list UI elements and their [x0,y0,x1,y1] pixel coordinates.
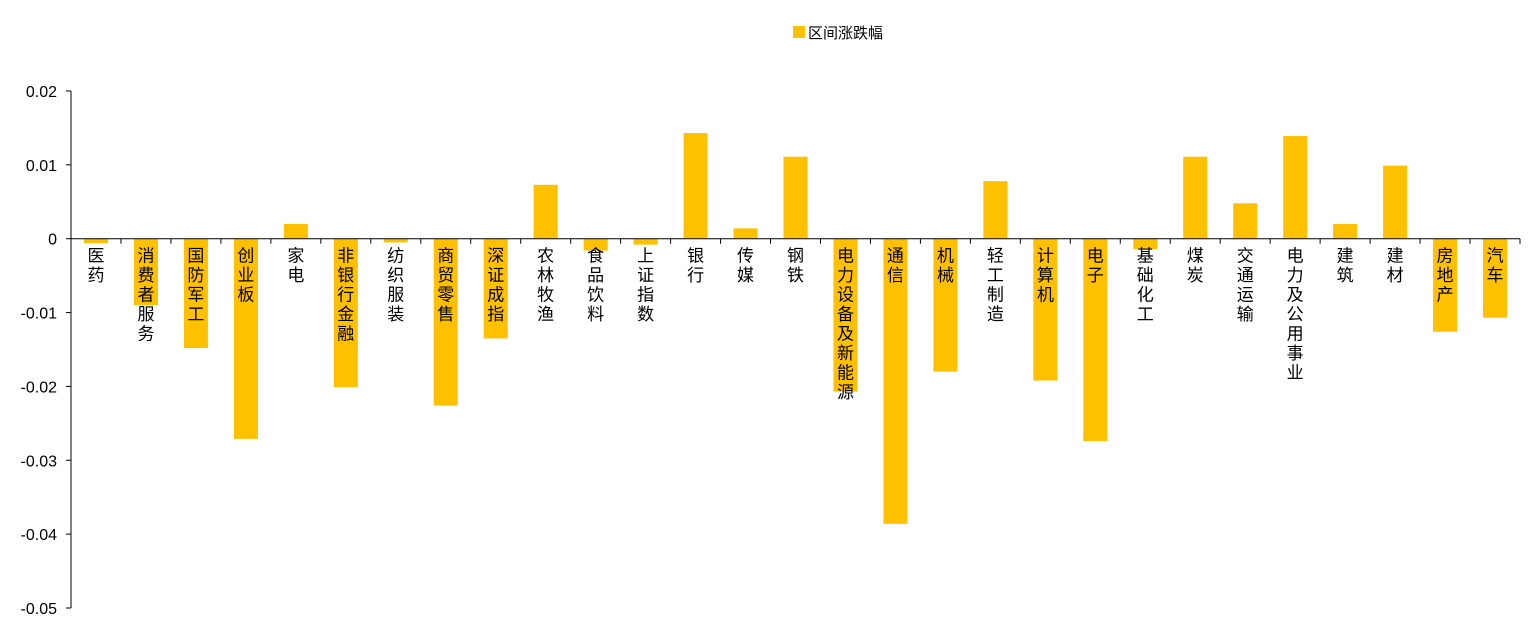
category-label: 家电 [287,247,304,287]
bar [333,238,358,388]
category-label: 医药 [87,247,104,287]
category-label: 汽车 [1487,247,1504,287]
y-tick-label: -0.01 [21,306,58,323]
category-label: 钢铁 [787,247,804,287]
category-label: 消费者服务 [137,247,154,345]
bar [1383,165,1408,239]
bar [533,184,558,239]
bar [1183,156,1208,239]
bar [83,238,108,244]
chart-legend: 区间涨跌幅 [793,22,883,42]
bar [1483,238,1508,318]
y-tick-label: -0.03 [21,453,58,470]
bar [1233,203,1258,239]
bar [833,238,858,392]
bar [233,238,258,439]
category-label: 深证成指 [487,247,504,326]
category-label: 交通运输 [1237,247,1254,326]
bar [583,238,608,251]
category-label: 农林牧渔 [537,247,554,326]
bar [1433,238,1458,332]
legend-label: 区间涨跌幅 [808,23,884,42]
bar [933,238,958,372]
category-label: 机械 [937,247,954,287]
y-tick-label: -0.04 [21,527,58,544]
bar [883,238,908,524]
category-label: 上证指数 [637,247,654,326]
category-label: 食品饮料 [587,247,604,326]
y-tick-label: -0.02 [21,379,58,396]
category-label: 计算机 [1037,247,1054,306]
category-label: 基础化工 [1137,247,1154,326]
category-label: 轻工制造 [987,247,1004,326]
category-label: 建材 [1387,247,1404,287]
category-label: 银行 [687,247,704,287]
bar [483,238,508,339]
category-label: 国防军工 [187,247,204,326]
bar [433,238,458,406]
y-tick-label: 0 [48,232,57,249]
bar [183,238,208,349]
category-label: 通信 [887,247,904,287]
bar [1083,238,1108,442]
bar [133,238,158,306]
y-tick-label: -0.05 [21,601,58,618]
bar [1133,238,1158,250]
bar [733,228,758,239]
category-label: 纺织服装 [387,247,404,326]
bar [783,156,808,239]
category-label: 房地产 [1437,247,1454,306]
bar [383,238,408,243]
bar [633,238,658,245]
bar [1033,238,1058,381]
category-label: 电子 [1087,247,1104,287]
category-label: 商贸零售 [437,247,454,326]
category-label: 非银行金融 [337,247,354,345]
category-label: 建筑 [1337,247,1354,287]
bar [683,133,708,239]
y-tick-label: 0.01 [26,158,57,175]
legend-swatch [793,26,805,38]
bar [1333,223,1358,239]
category-label: 传媒 [737,247,754,287]
category-label: 电力及公用事业 [1287,247,1304,384]
category-label: 创业板 [237,247,254,306]
y-tick-label: 0.02 [26,84,57,101]
bar [983,181,1008,239]
bar [1283,136,1308,239]
bar [283,223,308,239]
category-label: 煤炭 [1187,247,1204,287]
category-label: 电力设备及新能源 [837,247,854,404]
